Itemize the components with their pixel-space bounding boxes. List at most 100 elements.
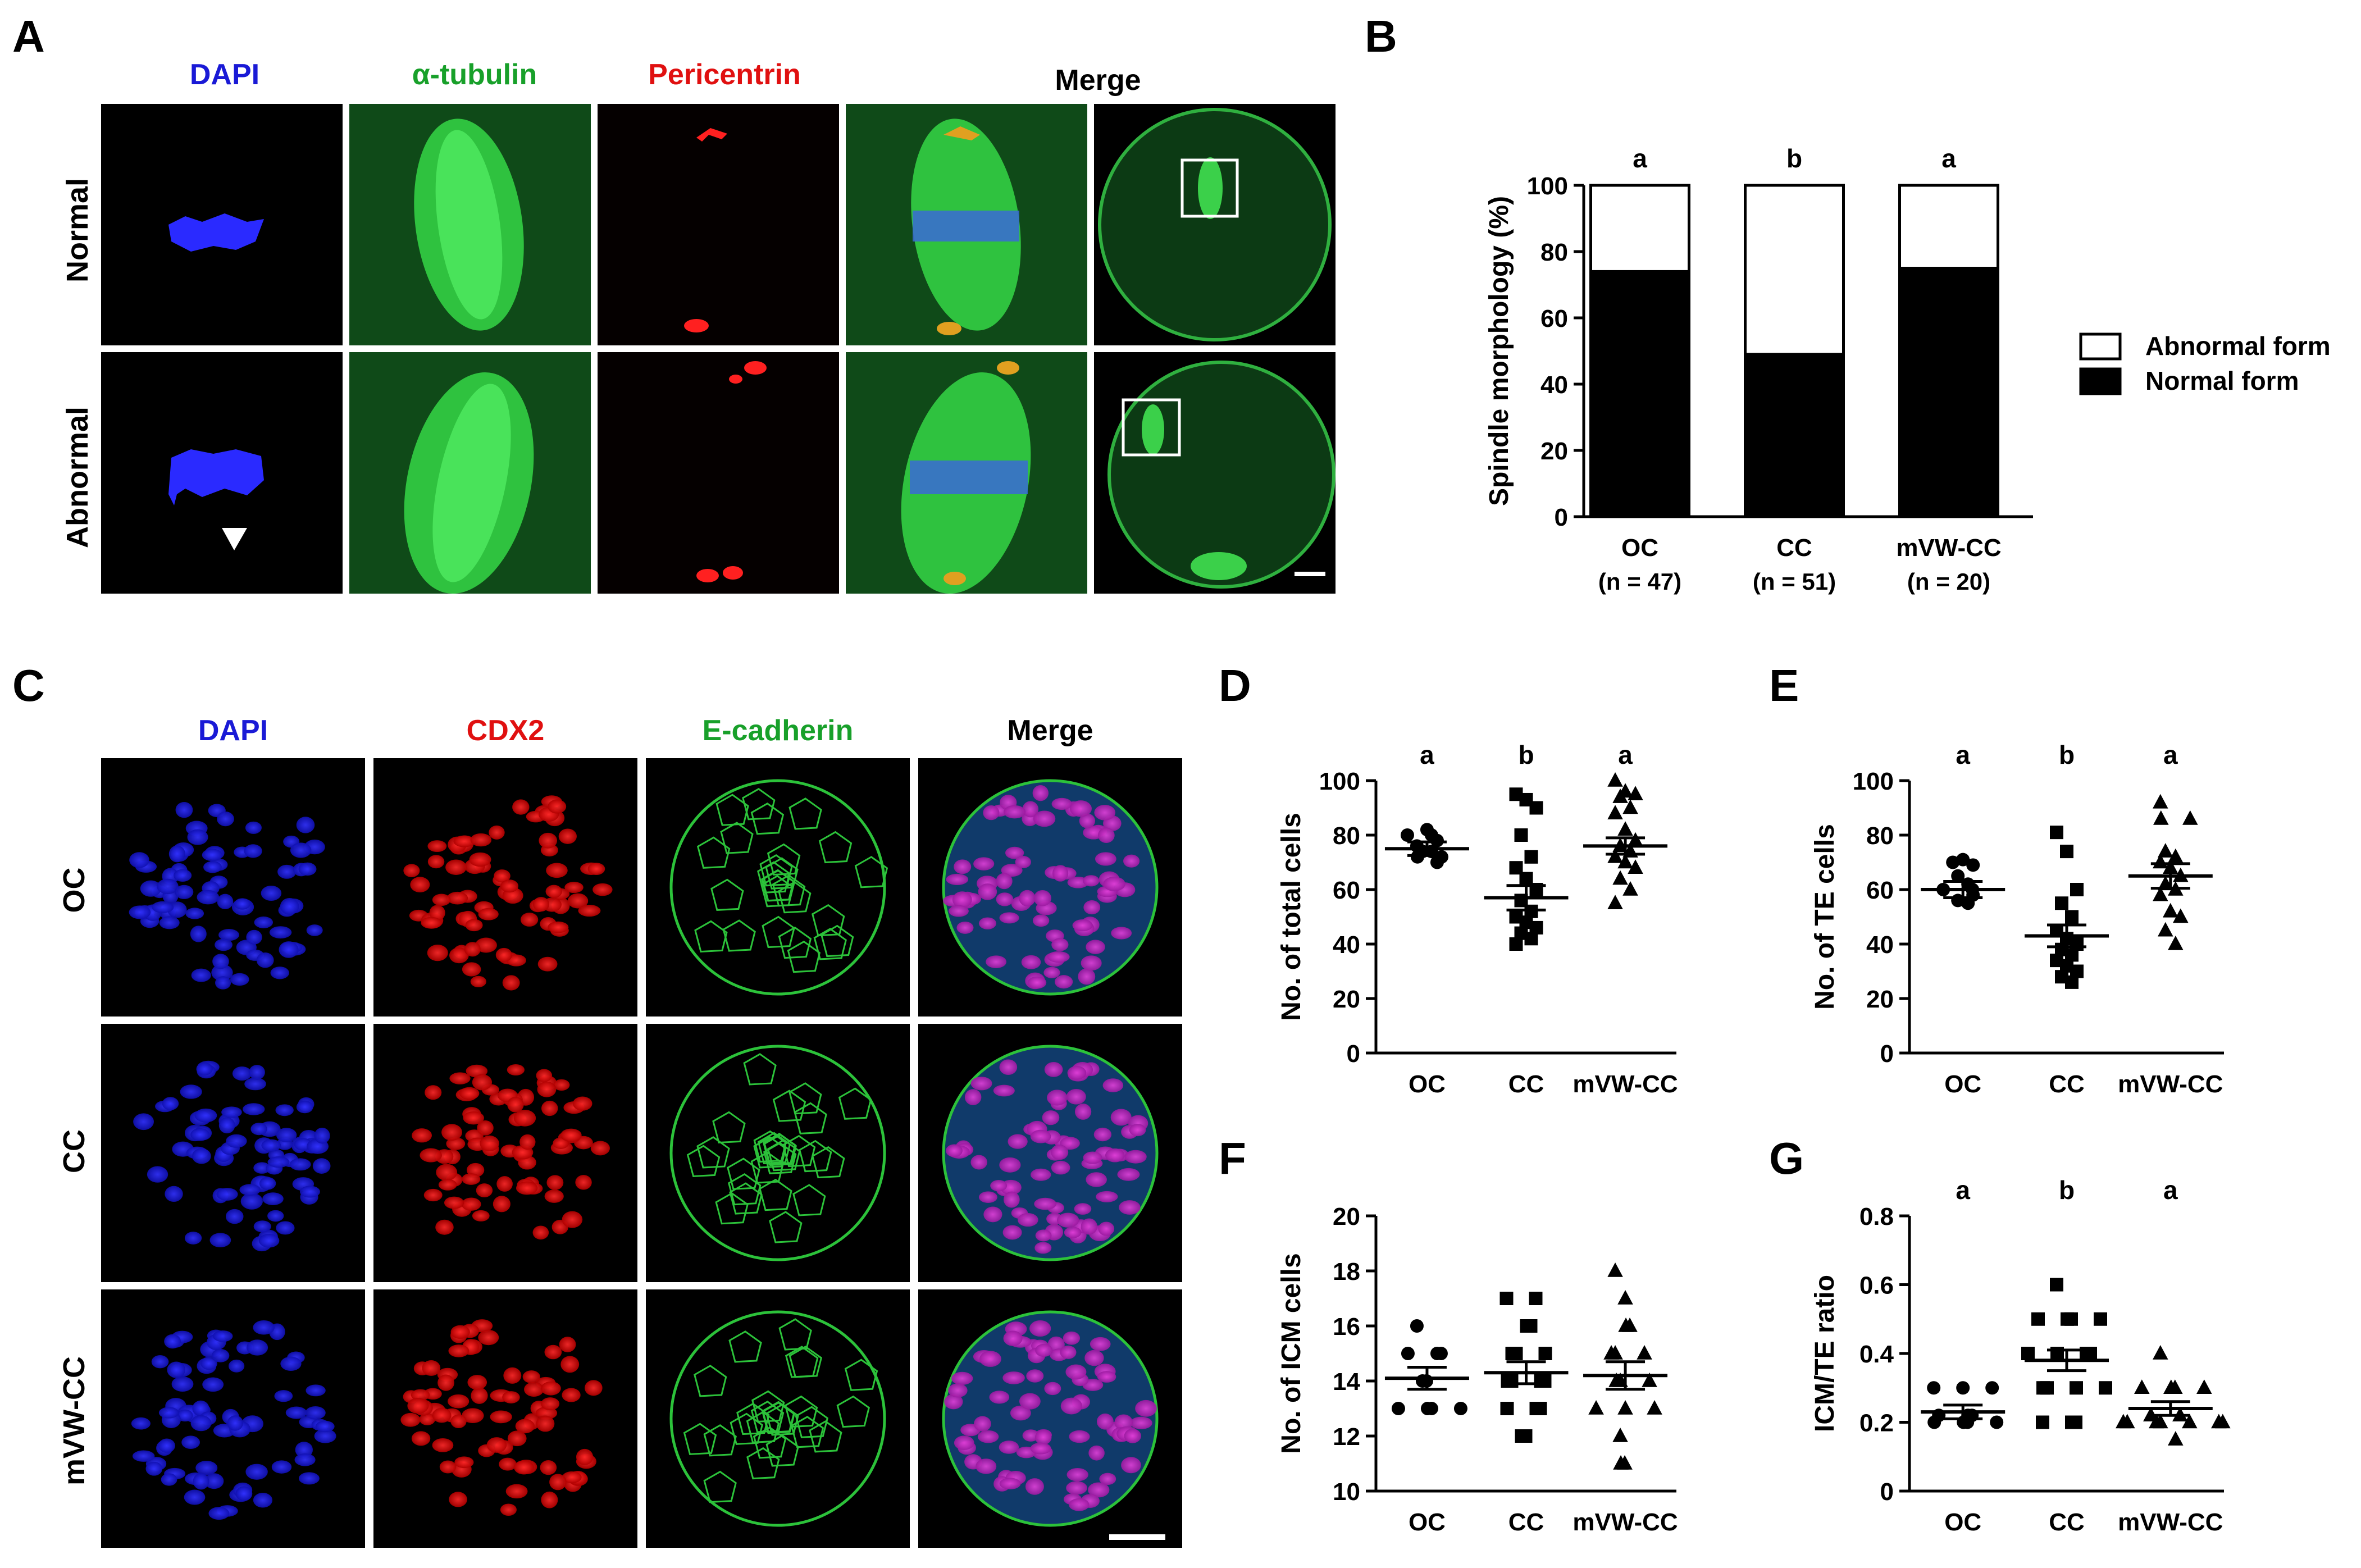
legend-swatch <box>2079 367 2122 395</box>
data-point <box>1628 859 1643 874</box>
micrograph-oc-dapi <box>101 758 365 1017</box>
row-label-abnormal: Abnormal <box>61 407 94 548</box>
data-point <box>2069 1415 2082 1429</box>
data-point <box>1617 1455 1633 1470</box>
significance-letter: b <box>1786 144 1802 173</box>
micrograph-normal-pericentrin <box>598 104 839 345</box>
data-point <box>1956 1381 1970 1395</box>
data-point <box>2099 1381 2112 1395</box>
row-label-normal: Normal <box>61 178 94 282</box>
bar-normal-CC <box>1744 353 1845 518</box>
data-point <box>2094 1312 2107 1326</box>
significance-letter: b <box>2059 740 2075 769</box>
data-point <box>1607 1262 1623 1277</box>
data-point <box>1500 1402 1514 1415</box>
data-point <box>2196 1379 2212 1394</box>
data-point <box>1588 1400 1604 1415</box>
data-point <box>1424 1402 1438 1415</box>
panel-letter-g: G <box>1769 1133 1804 1183</box>
micrograph-mvwcc-merge <box>918 1289 1182 1548</box>
series-CC <box>2021 1278 2112 1429</box>
micrograph-cc-cdx2 <box>373 1024 637 1282</box>
data-point <box>1617 1400 1633 1415</box>
bar-abnormal-mVW-CC <box>1898 184 1999 270</box>
data-point <box>2040 1381 2054 1395</box>
y-tick-label: 0.2 <box>1859 1410 1894 1437</box>
significance-letter: a <box>1633 144 1647 173</box>
micrograph-cc-ecadherin <box>646 1024 910 1282</box>
data-point <box>2153 1345 2168 1360</box>
data-point <box>1612 870 1628 885</box>
series-mVW-CC <box>2116 1345 2231 1446</box>
data-point <box>1607 895 1623 910</box>
data-point <box>1524 1319 1538 1333</box>
micrograph-abnormal-dapi <box>101 352 343 594</box>
micrograph-abnormal-overview <box>1094 352 1336 594</box>
data-point <box>2153 810 2169 825</box>
data-point <box>1617 821 1633 836</box>
data-point <box>1524 850 1538 864</box>
y-tick-label: 80 <box>1866 822 1894 850</box>
y-tick-label: 14 <box>1333 1368 1360 1396</box>
x-tick-label: CC <box>2049 1070 2085 1098</box>
data-point <box>2065 910 2079 924</box>
significance-letter: a <box>1618 740 1633 769</box>
scale-bar-c <box>1109 1534 1165 1540</box>
legend-label: Normal form <box>2145 366 2299 395</box>
significance-letter: b <box>2059 1175 2075 1205</box>
series-CC <box>1509 787 1543 951</box>
y-axis-label: No. of TE cells <box>1810 824 1840 1010</box>
col-title-ecadherin: E-cadherin <box>703 714 854 747</box>
micrograph-abnormal-merge <box>846 352 1087 594</box>
series-OC <box>1400 823 1448 869</box>
data-point <box>1529 1292 1543 1305</box>
data-point <box>1410 1319 1424 1333</box>
data-point <box>2120 1414 2135 1429</box>
chart-b: 0 20 40 60 80 100 Spindle morphology (%) a OC (n … <box>1484 144 2331 595</box>
data-point <box>1519 1429 1533 1443</box>
data-point <box>2055 896 2068 910</box>
data-point <box>1514 828 1528 842</box>
y-tick-label: 80 <box>1333 822 1360 850</box>
panel-a: A DAPI α-tubulin Pericentrin Merge Norma… <box>12 11 1336 594</box>
x-tick-label: OC <box>1409 1070 1446 1098</box>
data-point <box>1990 1415 2004 1429</box>
data-point <box>2153 1414 2168 1429</box>
y-tick-label: 20 <box>1333 986 1360 1013</box>
data-point <box>1533 1402 1547 1415</box>
data-point <box>2158 843 2173 858</box>
data-point <box>1946 855 1960 869</box>
data-point <box>1529 801 1543 815</box>
series-CC <box>2050 826 2084 989</box>
chart-e: 0 20 40 60 80 100 No. of TE cells a OC b CC a mVW-CC <box>1810 740 2224 1098</box>
y-tick-label: 20 <box>1866 986 1894 1013</box>
micrograph-mvwcc-ecadherin <box>646 1289 910 1548</box>
data-point <box>1927 1415 1941 1429</box>
data-point <box>2158 922 2173 937</box>
y-tick-label: 10 <box>1333 1478 1360 1506</box>
col-title-dapi: DAPI <box>190 58 259 91</box>
y-tick-label: 18 <box>1333 1258 1360 1286</box>
micrograph-normal-dapi <box>101 104 343 345</box>
x-tick-label: CC <box>1508 1070 1544 1098</box>
data-point <box>1499 1292 1514 1305</box>
data-point <box>1637 1345 1652 1360</box>
data-point <box>1538 1374 1552 1388</box>
data-point <box>2182 1414 2198 1429</box>
n-label: (n = 51) <box>1753 568 1836 595</box>
data-point <box>1612 788 1628 803</box>
data-point <box>1400 828 1414 842</box>
y-tick-label: 60 <box>1333 877 1360 904</box>
zoom-box-normal <box>1180 158 1239 218</box>
micrograph-cc-merge <box>918 1024 1182 1282</box>
data-point <box>2065 975 2079 989</box>
x-tick-label: mVW-CC <box>1896 534 2001 562</box>
y-tick-label: 0 <box>1555 504 1568 531</box>
y-tick-label: 20 <box>1333 1203 1360 1230</box>
data-point <box>1607 848 1623 863</box>
y-tick-label: 40 <box>1333 931 1360 959</box>
y-axis-label: No. of total cells <box>1277 813 1306 1021</box>
panel-letter-e: E <box>1769 660 1799 710</box>
y-tick-label: 80 <box>1540 239 1568 266</box>
